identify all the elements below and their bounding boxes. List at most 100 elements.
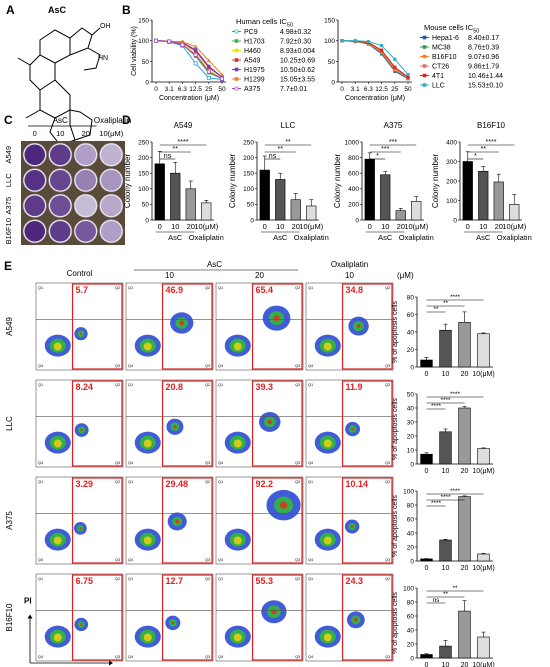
quadrant-label: Q1	[218, 286, 223, 290]
bar	[259, 169, 270, 221]
quadrant-label: Q2	[115, 383, 120, 387]
apoptosis-percent: 34.8	[346, 285, 364, 295]
quadrant-label: Q3	[295, 364, 300, 368]
legend-name: H460	[244, 48, 261, 55]
quadrant-label: Q1	[38, 577, 43, 581]
bar	[154, 163, 165, 221]
quadrant-label: Q1	[38, 480, 43, 484]
y-tick-label: 0	[145, 217, 149, 224]
density-blob	[80, 428, 83, 432]
quadrant-label: Q3	[295, 558, 300, 562]
nh-label: HN	[98, 55, 108, 62]
quadrant-label: Q2	[205, 577, 210, 581]
sig-label: ns	[269, 153, 277, 160]
y-tick-label: 20	[407, 433, 415, 440]
x-tick-label: 10(μM)	[194, 222, 218, 231]
y-axis-label: % of apoptosis cells	[392, 495, 399, 557]
bar	[364, 158, 375, 221]
plot-frame	[215, 282, 304, 371]
panel-e-letter: E	[4, 259, 12, 273]
y-tick-label: 80	[407, 599, 415, 606]
bar	[411, 200, 422, 221]
density-blob	[53, 633, 62, 642]
legend-ic50: 8.40±0.17	[468, 35, 499, 42]
y-tick-label: 200	[243, 155, 254, 162]
col-header: 20	[255, 271, 264, 280]
axis-label-pi: PI	[24, 597, 32, 606]
apoptosis-gate	[161, 283, 213, 370]
density-blob	[179, 320, 185, 326]
data-point	[193, 44, 198, 48]
x-tick-label: 0	[368, 222, 372, 231]
apoptosis-gate	[251, 477, 303, 564]
plot-frame	[35, 476, 124, 565]
colony-stain	[75, 144, 96, 165]
data-point	[406, 72, 410, 77]
sig-label: **	[481, 146, 487, 153]
bar	[478, 170, 489, 221]
legend-name: H1975	[244, 67, 265, 74]
legend-swatch-marker	[422, 54, 427, 59]
legend-title-sub: 50	[287, 23, 293, 29]
row-label: A549	[4, 146, 13, 164]
bar	[290, 199, 301, 221]
legend-swatch-marker	[422, 35, 427, 40]
group-label-asc: AsC	[168, 233, 183, 242]
x-tick-label: 0	[340, 86, 344, 93]
quadrant-label: Q2	[295, 480, 300, 484]
panel-c-letter: C	[4, 113, 13, 127]
density-blob	[271, 609, 277, 615]
row-label: A375	[4, 197, 13, 215]
apoptosis-gate	[251, 283, 303, 370]
apoptosis-gate	[161, 380, 213, 467]
density-blob	[53, 439, 62, 448]
y-tick-label: 100	[243, 186, 254, 193]
y-tick-label: 200	[348, 202, 359, 209]
colony-stain	[101, 221, 122, 242]
x-tick-label: 10	[171, 222, 179, 231]
apoptosis-gate	[341, 477, 393, 564]
col-header: Control	[67, 269, 93, 278]
apoptosis-gate	[341, 380, 393, 467]
quadrant-label: Q4	[308, 655, 313, 659]
y-tick-label: 100	[403, 488, 414, 495]
y-tick-label: 0	[410, 364, 414, 371]
legend-title-sub: 50	[473, 29, 479, 35]
colony-stain	[24, 195, 45, 216]
plot-frame	[215, 476, 304, 565]
bar	[493, 181, 504, 221]
data-point	[180, 39, 185, 44]
sig-label: **	[443, 591, 449, 598]
quadrant-label: Q3	[205, 655, 210, 659]
colony-stain	[75, 195, 96, 216]
density-blob	[356, 324, 361, 329]
density-blob	[323, 536, 332, 545]
bar	[380, 174, 391, 221]
arrow-head-y	[27, 614, 33, 619]
colony-stain	[101, 144, 122, 165]
density-blob	[351, 427, 354, 431]
quadrant-label: Q1	[308, 383, 313, 387]
x-tick-label: 20	[461, 662, 469, 667]
legend-swatch-marker	[234, 58, 239, 62]
y-tick-label: 30	[407, 419, 415, 426]
x-tick-label: 10(μM)	[472, 662, 494, 667]
panel-d-letter: D	[122, 113, 131, 127]
quadrant-label: Q3	[205, 558, 210, 562]
y-tick-label: 60	[407, 516, 415, 523]
legend-ic50: 10.46±1.44	[468, 73, 503, 80]
quadrant-label: Q1	[38, 286, 43, 290]
apoptosis-gate	[161, 477, 213, 564]
density-blob	[79, 332, 83, 335]
y-axis-label: % of apoptosis cells	[392, 301, 399, 363]
legend-swatch-marker	[234, 77, 239, 81]
plot-frame	[125, 379, 214, 468]
quadrant-label: Q3	[115, 364, 120, 368]
quadrant-label: Q2	[115, 286, 120, 290]
quadrant-label: Q1	[218, 480, 223, 484]
quadrant-label: Q3	[385, 655, 390, 659]
quadrant-label: Q1	[308, 286, 313, 290]
bar	[395, 210, 406, 221]
